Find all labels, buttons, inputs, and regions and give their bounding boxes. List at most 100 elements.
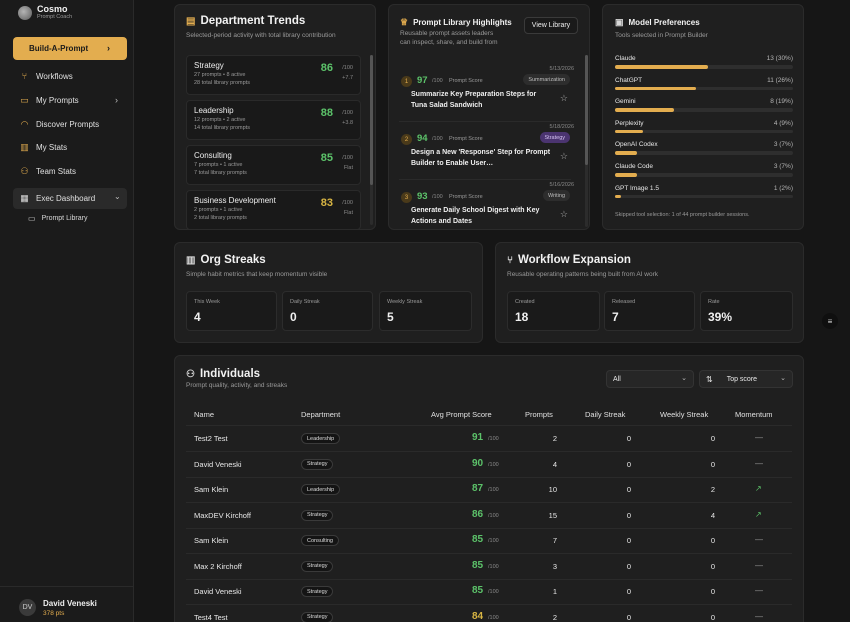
trend-up-icon: ↗ xyxy=(755,484,762,493)
dept-row[interactable]: Leadership 12 prompts • 2 active 14 tota… xyxy=(186,100,361,140)
cell-name[interactable]: David Veneski xyxy=(194,587,242,596)
prompt-library-title: Prompt Library Highlights xyxy=(413,18,512,27)
cell-name[interactable]: Sam Klein xyxy=(194,485,229,494)
sidebar-item-my-stats[interactable]: ▥ My Stats xyxy=(20,143,67,153)
card-title: ♕ Prompt Library Highlights xyxy=(400,17,512,28)
org-streaks-title: Org Streaks xyxy=(200,254,266,266)
build-a-prompt-button[interactable]: Build-A-Prompt › xyxy=(13,37,127,60)
table-row[interactable]: David Veneski Strategy 90/100 4 0 0 — xyxy=(175,452,805,477)
stat-label: Released xyxy=(612,299,636,305)
department-filter-select[interactable]: All ⌄ xyxy=(606,370,694,388)
dept-row[interactable]: Consulting 7 prompts • 1 active 7 total … xyxy=(186,145,361,185)
department-pill: Consulting xyxy=(301,535,339,546)
cell-weekly-streak: 0 xyxy=(710,612,715,622)
table-row[interactable]: MaxDEV Kirchoff Strategy 86/100 15 0 4 ↗ xyxy=(175,503,805,528)
individuals-card: ⚇ Individuals Prompt quality, activity, … xyxy=(174,355,804,622)
library-item[interactable]: 5/18/2026 2 94 /100 Prompt Score Strateg… xyxy=(399,124,574,176)
divider xyxy=(399,121,571,122)
star-icon[interactable]: ☆ xyxy=(559,151,568,161)
chevron-right-icon[interactable]: › xyxy=(115,95,118,105)
prompt-score-denominator: /100 xyxy=(432,78,443,84)
avg-score: 86 xyxy=(472,508,484,520)
sidebar-item-label: Exec Dashboard xyxy=(36,194,96,203)
sidebar-item-team-stats[interactable]: ⚇ Team Stats xyxy=(20,167,76,177)
stat-value: 18 xyxy=(515,310,529,324)
divider xyxy=(186,425,792,426)
cell-daily-streak: 0 xyxy=(626,459,631,469)
table-row[interactable]: Sam Klein Consulting 85/100 7 0 0 — xyxy=(175,528,805,553)
stat-value: 7 xyxy=(612,310,619,324)
category-tag: Summarization xyxy=(523,74,570,85)
dept-trend: Flat xyxy=(343,210,353,216)
model-usage: 3 (7%) xyxy=(773,163,793,170)
column-header-name[interactable]: Name xyxy=(194,410,215,419)
cell-name[interactable]: Max 2 Kirchoff xyxy=(194,561,242,571)
sidebar-subitem-prompt-library[interactable]: ▭ Prompt Library xyxy=(28,214,87,223)
item-date: 5/13/2026 xyxy=(549,66,574,72)
avg-score-denominator: /100 xyxy=(488,614,499,621)
column-header-daily-streak[interactable]: Daily Streak xyxy=(585,410,626,419)
book-icon: ▭ xyxy=(20,95,29,105)
model-name: Claude xyxy=(615,55,636,62)
library-item[interactable]: 5/13/2026 1 97 /100 Prompt Score Summari… xyxy=(399,66,574,118)
sidebar-item-exec-dashboard[interactable]: ▦ Exec Dashboard xyxy=(20,194,96,204)
column-header-avg-score[interactable]: Avg Prompt Score xyxy=(431,410,492,419)
table-row[interactable]: Max 2 Kirchoff Strategy 85/100 3 0 0 — xyxy=(175,554,805,579)
sidebar-item-workflows[interactable]: ⑂ Workflows xyxy=(20,72,73,82)
divider xyxy=(186,451,792,452)
usage-bar-fill xyxy=(615,194,622,199)
table-row[interactable]: Test4 Test Strategy 84/100 2 0 0 — xyxy=(175,605,805,622)
usage-bar-fill xyxy=(615,129,644,134)
stat-weekly-streak: Weekly Streak 5 xyxy=(379,291,472,331)
chip-icon: ▣ xyxy=(615,17,624,27)
dept-library: 7 total library prompts xyxy=(194,170,247,176)
stat-value: 5 xyxy=(387,310,394,324)
feedback-icon[interactable]: ≡ xyxy=(822,313,838,329)
view-library-button[interactable]: View Library xyxy=(524,17,578,34)
chevron-down-icon: ⌄ xyxy=(780,375,786,382)
star-icon[interactable]: ☆ xyxy=(559,209,568,219)
build-a-prompt-label: Build-A-Prompt xyxy=(29,44,89,53)
dept-name: Business Development xyxy=(194,196,276,205)
scrollbar-thumb[interactable] xyxy=(585,55,588,165)
cell-weekly-streak: 0 xyxy=(710,561,715,571)
divider xyxy=(399,179,571,180)
avg-score: 87 xyxy=(472,483,484,494)
usage-bar-track xyxy=(615,65,793,69)
column-header-department[interactable]: Department xyxy=(301,410,341,419)
dept-prompts: 7 prompts • 1 active xyxy=(194,162,243,168)
column-header-weekly-streak[interactable]: Weekly Streak xyxy=(660,410,709,419)
cell-name[interactable]: David Veneski xyxy=(194,459,242,469)
stat-value: 4 xyxy=(194,310,201,324)
usage-bar-track xyxy=(615,108,793,112)
stat-this-week: This Week 4 xyxy=(186,291,277,331)
column-header-momentum[interactable]: Momentum xyxy=(735,410,773,419)
sidebar-item-my-prompts[interactable]: ▭ My Prompts xyxy=(20,95,78,106)
cell-name[interactable]: Sam Klein xyxy=(194,536,229,545)
library-item[interactable]: 5/16/2026 3 93 /100 Prompt Score Writing… xyxy=(399,182,574,228)
table-row[interactable]: Sam Klein Leadership 87/100 10 0 2 ↗ xyxy=(175,477,805,502)
cell-name[interactable]: Test2 Test xyxy=(194,434,228,443)
cell-name[interactable]: MaxDEV Kirchoff xyxy=(194,510,251,520)
table-row[interactable]: Test2 Test Leadership 91/100 2 0 0 — xyxy=(175,426,805,451)
table-row[interactable]: David Veneski Strategy 85/100 1 0 0 — xyxy=(175,579,805,604)
org-streaks-card: ▥ Org Streaks Simple habit metrics that … xyxy=(174,242,483,343)
sidebar-item-discover-prompts[interactable]: ◠ Discover Prompts xyxy=(20,120,100,130)
avg-score-denominator: /100 xyxy=(488,512,499,519)
item-title: Design a New 'Response' Step for Prompt … xyxy=(411,149,551,167)
avatar[interactable]: DV xyxy=(19,599,36,616)
stat-value: 39% xyxy=(708,310,733,324)
chevron-down-icon[interactable]: ⌄ xyxy=(114,192,121,201)
cell-daily-streak: 0 xyxy=(626,485,631,494)
dept-row[interactable]: Strategy 27 prompts • 8 active 28 total … xyxy=(186,55,361,95)
cell-name[interactable]: Test4 Test xyxy=(194,612,228,622)
brand[interactable]: Cosmo Prompt Coach xyxy=(18,5,72,21)
model-usage: 8 (19%) xyxy=(770,98,793,106)
scrollbar-thumb[interactable] xyxy=(370,55,373,185)
star-icon[interactable]: ☆ xyxy=(559,93,568,103)
rank-badge: 3 xyxy=(401,192,412,203)
card-subtitle: Simple habit metrics that keep momentum … xyxy=(186,271,328,278)
column-header-prompts[interactable]: Prompts xyxy=(525,410,553,419)
dept-row[interactable]: Business Development 2 prompts • 1 activ… xyxy=(186,190,361,230)
sort-select[interactable]: ⇅ Top score ⌄ xyxy=(699,370,793,388)
